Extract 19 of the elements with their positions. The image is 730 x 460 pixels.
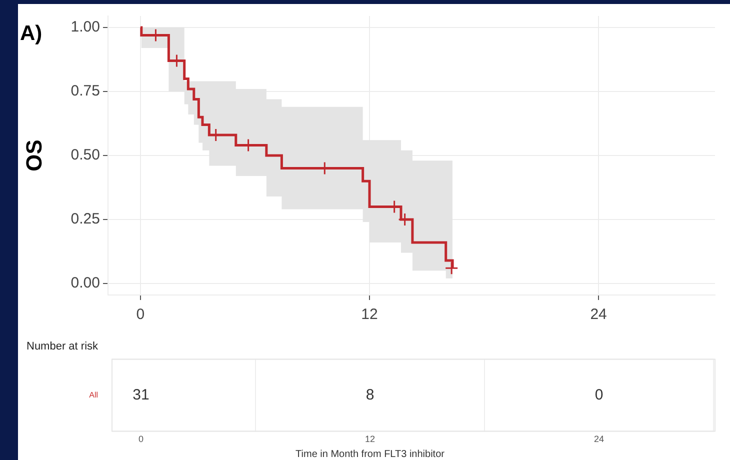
data-label: 31 xyxy=(132,386,150,404)
y-tick-label: 0.75 xyxy=(70,82,100,100)
y-axis-title: OS xyxy=(21,140,46,172)
y-tick-label: 0.00 xyxy=(70,274,100,292)
x-tick-label: 0 xyxy=(138,434,144,444)
y-tick-label: 1.00 xyxy=(70,18,100,36)
x-tick-label: 24 xyxy=(594,434,604,444)
y-tick-label: All xyxy=(89,390,98,400)
x-axis-title: Time in Month from FLT3 inhibitor xyxy=(296,448,446,460)
chart-title: A) xyxy=(20,22,42,46)
x-tick-label: 12 xyxy=(361,306,378,324)
data-label: 0 xyxy=(594,386,604,404)
x-tick-label: 12 xyxy=(364,434,376,444)
data-label: 8 xyxy=(366,386,374,404)
y-tick-label: 0.25 xyxy=(70,210,100,228)
x-tick-label: 24 xyxy=(590,306,607,324)
y-tick-label: 0.50 xyxy=(70,146,100,164)
chart-title: Number at risk xyxy=(26,340,99,353)
x-tick-label: 0 xyxy=(136,306,145,324)
